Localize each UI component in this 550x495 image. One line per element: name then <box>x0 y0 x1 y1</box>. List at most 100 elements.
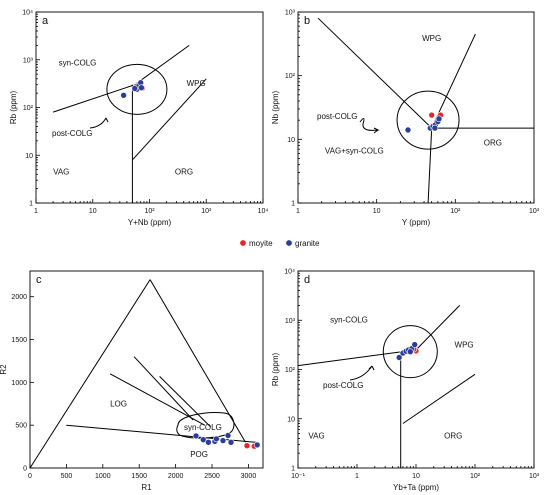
panel-a-boundary-syn-wpg <box>52 44 190 113</box>
panel-c-field-label: POG <box>190 450 208 459</box>
panel-c-x-tick-label: 1000 <box>95 473 111 480</box>
panel-d-y-tick-label: 1 <box>291 466 295 473</box>
panel-a-granite-point <box>138 84 145 91</box>
panel-c-syn-colg-loop <box>176 412 235 439</box>
panel-d-boundary-syn-wpg <box>297 305 461 367</box>
panel-c-granite-point <box>224 432 232 439</box>
panel-b-y-axis-label: Nb (ppm) <box>271 90 280 124</box>
panel-b-field-label: post-COLG <box>317 112 357 121</box>
panel-a-post-colg-arrow <box>89 117 109 129</box>
panel-a-x-tick-label: 10⁴ <box>258 208 269 215</box>
panel-a-y-tick-label: 10² <box>23 105 34 112</box>
panel-a-boundary-wpg-org <box>132 78 207 161</box>
panel-b-x-axis-label: Y (ppm) <box>402 218 431 227</box>
panel-a-field-label: syn-COLG <box>59 59 97 68</box>
panel-d-granite-point <box>395 354 403 361</box>
panel-d-frame <box>297 270 535 469</box>
panel-c-boundary-right <box>149 279 246 443</box>
panel-d-y-tick-label: 10⁴ <box>284 269 295 276</box>
panel-d-y-axis-label: Rb (ppm) <box>271 352 280 386</box>
panel-b-frame <box>297 11 535 204</box>
panel-b-field-label: VAG+syn-COLG <box>325 146 384 155</box>
legend-moyite-label: moyite <box>249 239 273 248</box>
panel-b-y-tick-label: 10² <box>285 73 296 80</box>
panel-c-moyite-point <box>243 442 251 450</box>
panel-b-moyite-point <box>428 111 436 119</box>
panel-c-y-tick-label: 1000 <box>11 380 27 387</box>
panel-c-letter: c <box>36 274 42 286</box>
panel-c-x-axis-label: R1 <box>141 483 152 492</box>
panel-b-granite-point <box>431 124 439 132</box>
panel-a-letter: a <box>42 15 49 27</box>
panel-d-x-tick-label: 1 <box>355 473 359 480</box>
panel-c-y-tick-label: 500 <box>15 423 27 430</box>
panel-c-x-tick-label: 2500 <box>204 473 220 480</box>
panel-a-x-tick-label: 10 <box>89 208 97 215</box>
panel-d-boundary-wpg-org <box>402 373 476 424</box>
panel-b-field-label: WPG <box>422 34 441 43</box>
panel-a-granite-point <box>131 85 139 92</box>
legend-granite-label: granite <box>295 239 320 248</box>
panel-a-post-colg-ellipse <box>106 63 168 115</box>
panel-b-field-label: ORG <box>484 139 502 148</box>
panel-c-x-tick-label: 3000 <box>241 473 257 480</box>
panel-a-y-tick-label: 10⁴ <box>22 10 33 17</box>
legend-granite-marker <box>285 239 293 247</box>
panel-c-boundary-mid2 <box>133 356 194 421</box>
panel-b-y-tick-label: 1 <box>291 201 295 208</box>
panel-a-field-label: ORG <box>175 167 193 176</box>
panel-c-boundary-mid3 <box>159 376 211 428</box>
panel-d-x-tick-label: 10 <box>412 473 420 480</box>
panel-b-boundary-vertical <box>427 128 433 204</box>
panel-c-x-tick-label: 1500 <box>131 473 147 480</box>
panel-d-post-colg-arrow <box>349 365 375 381</box>
panel-b-x-tick-label: 10 <box>373 208 381 215</box>
panel-c-frame <box>29 270 264 469</box>
panel-c-granite-point <box>219 437 227 444</box>
panel-b-x-tick-label: 10³ <box>529 208 540 215</box>
panel-c-x-tick-label: 500 <box>61 473 73 480</box>
panel-c-y-tick-label: 0 <box>23 466 27 473</box>
panel-a-y-axis-label: Rb (ppm) <box>9 90 18 124</box>
panel-d-x-tick-label: 10³ <box>529 473 540 480</box>
panel-d-x-tick-label: 10² <box>470 473 481 480</box>
panel-b-letter: b <box>304 15 310 27</box>
panel-c-x-tick-label: 2000 <box>168 473 184 480</box>
panel-b-x-tick-label: 10² <box>450 208 461 215</box>
legend-moyite-marker <box>239 239 247 247</box>
panel-d-x-axis-label: Yb+Ta (ppm) <box>393 483 439 492</box>
panel-c-y-axis-label: R2 <box>0 364 8 375</box>
panel-c-granite-point <box>192 432 200 440</box>
panel-b-post-colg-ellipse <box>396 90 460 150</box>
panel-b-post-colg-arrow <box>359 118 380 134</box>
panel-c-y-tick-label: 1500 <box>11 337 27 344</box>
panel-b-granite-point <box>404 126 412 134</box>
panel-a-x-tick-label: 1 <box>34 208 38 215</box>
panel-a-field-label: VAG <box>53 167 69 176</box>
panel-a-field-label: post-COLG <box>52 129 92 138</box>
panel-a-x-tick-label: 10² <box>144 208 155 215</box>
panel-d-y-tick-label: 10³ <box>285 318 296 325</box>
panel-d-granite-point <box>411 341 419 348</box>
panel-a-y-tick-label: 10 <box>25 153 33 160</box>
panel-c-granite-point <box>213 435 220 443</box>
panel-b-x-tick-label: 1 <box>296 208 300 215</box>
panel-c-granite-point <box>200 436 207 444</box>
panel-c-granite-point <box>253 441 261 449</box>
panel-b-y-tick-label: 10³ <box>285 10 296 17</box>
panel-d-field-label: post-COLG <box>323 381 363 390</box>
panel-d-field-label: syn-COLG <box>330 316 368 325</box>
panel-a-frame <box>35 11 264 204</box>
panel-a-y-tick-label: 10³ <box>23 57 34 64</box>
panel-a-x-axis-label: Y+Nb (ppm) <box>128 218 172 227</box>
panel-a-y-tick-label: 1 <box>29 201 33 208</box>
panel-d-y-tick-label: 10² <box>285 367 296 374</box>
panel-c-field-label: syn-COLG <box>184 423 222 432</box>
panel-d-granite-point <box>406 348 414 356</box>
panel-c-granite-point <box>227 438 235 446</box>
panel-a-x-tick-label: 10³ <box>201 208 212 215</box>
panel-d-y-tick-label: 10 <box>287 416 295 423</box>
panel-a-granite-point <box>120 92 127 99</box>
panel-c-y-tick-label: 2000 <box>11 294 27 301</box>
